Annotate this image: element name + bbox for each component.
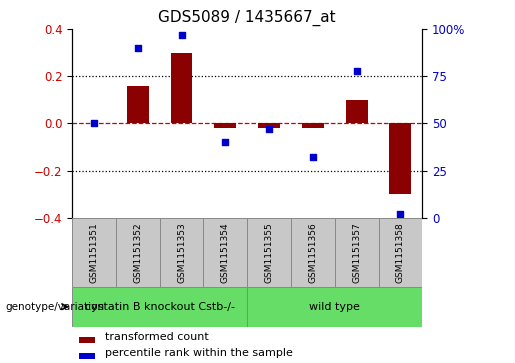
Point (265, 126, 273, 132)
Text: GSM1151356: GSM1151356 (308, 222, 317, 283)
Bar (79, 353, 95, 359)
Text: GSM1151354: GSM1151354 (221, 222, 230, 283)
FancyBboxPatch shape (247, 218, 291, 287)
Bar (258, 123, 280, 128)
Bar (302, 123, 324, 128)
Point (352, 68, 360, 73)
Text: wild type: wild type (310, 302, 360, 312)
Text: GSM1151357: GSM1151357 (352, 222, 361, 283)
Text: GSM1151358: GSM1151358 (396, 222, 405, 283)
Text: GSM1151352: GSM1151352 (133, 222, 142, 283)
Title: GDS5089 / 1435667_at: GDS5089 / 1435667_at (159, 10, 336, 26)
Point (133, 45, 142, 51)
FancyBboxPatch shape (203, 218, 247, 287)
Text: GSM1151351: GSM1151351 (90, 222, 98, 283)
Text: GSM1151353: GSM1151353 (177, 222, 186, 283)
FancyBboxPatch shape (335, 218, 379, 287)
FancyBboxPatch shape (291, 218, 335, 287)
Text: transformed count: transformed count (106, 332, 209, 342)
Text: cystatin B knockout Cstb-/-: cystatin B knockout Cstb-/- (84, 302, 235, 312)
Bar (346, 100, 368, 123)
Text: genotype/variation: genotype/variation (5, 302, 104, 312)
Bar (170, 53, 193, 123)
Point (308, 155, 317, 160)
Point (177, 32, 185, 38)
Bar (214, 123, 236, 128)
Bar (127, 86, 149, 123)
Bar (389, 123, 411, 194)
Bar (79, 337, 95, 343)
Text: percentile rank within the sample: percentile rank within the sample (106, 348, 293, 358)
FancyBboxPatch shape (379, 218, 422, 287)
FancyBboxPatch shape (72, 287, 247, 327)
Point (221, 139, 230, 145)
FancyBboxPatch shape (72, 218, 116, 287)
FancyBboxPatch shape (160, 218, 203, 287)
Point (90, 121, 98, 126)
Point (396, 211, 404, 217)
Text: GSM1151355: GSM1151355 (265, 222, 273, 283)
FancyBboxPatch shape (247, 287, 422, 327)
FancyBboxPatch shape (116, 218, 160, 287)
